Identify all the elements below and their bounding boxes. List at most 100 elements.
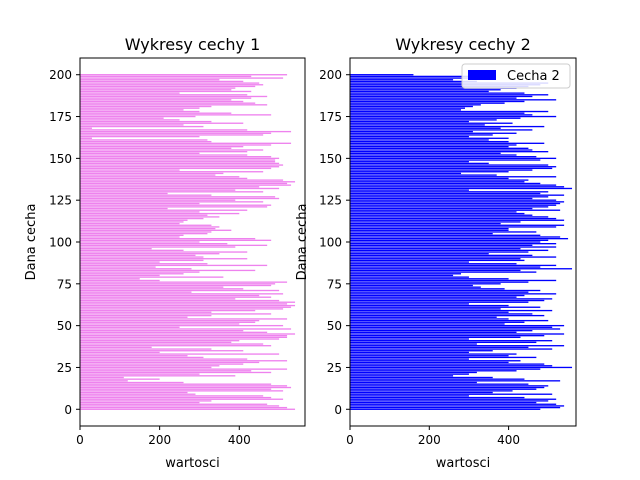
bar [350,368,541,370]
bar [350,107,465,109]
bar [80,129,248,131]
bar [350,184,557,186]
bar [80,386,292,389]
x-tick-label: 0 [76,433,84,447]
bar [80,204,272,206]
bar [80,396,272,399]
bar [350,249,549,252]
bar [80,348,212,350]
bar [350,179,529,181]
bar [350,386,545,389]
bar [80,154,248,156]
bar [80,304,296,307]
bar [80,164,284,166]
bar [350,222,501,225]
bar [80,350,244,352]
bar [80,276,224,278]
bar [350,361,509,364]
bar [80,199,236,201]
x-tick-label: 400 [497,433,520,447]
bar [80,323,240,325]
bar [350,261,469,263]
bar [350,276,469,278]
y-tick-label: 125 [319,194,342,208]
bar [350,269,521,272]
bar [80,159,276,161]
bar [80,122,244,124]
y-tick-label: 50 [327,319,342,333]
bar [80,258,248,260]
bar [350,119,497,121]
bar [350,110,549,113]
bar [80,229,232,231]
bar [80,135,200,138]
bar [80,335,288,337]
y-tick-label: 100 [319,236,342,250]
bar [80,408,296,410]
bar [350,139,489,141]
bar [80,221,184,223]
bar [350,157,557,160]
bar [350,254,533,257]
bar [350,328,561,330]
bar [350,189,469,191]
bar [350,375,454,377]
bar [350,172,462,175]
bar [350,112,525,114]
bar [80,80,244,83]
bar [350,169,533,171]
bar-series-cechy-1 [80,74,296,410]
bar [350,294,525,297]
bar [350,303,469,305]
bar [80,319,260,322]
bar [80,74,288,76]
bar [80,376,124,379]
bar [80,391,188,394]
bar [350,343,477,345]
bar [350,348,553,350]
bar [350,216,549,218]
bar [80,224,212,226]
bar [350,125,545,128]
y-axis-label-2: Dana cecha [295,204,310,281]
bar [350,135,469,138]
bar [80,85,256,88]
bar [80,269,256,272]
x-tick-label: 400 [228,433,251,447]
bar [80,137,92,139]
bar [350,87,517,89]
bar [80,329,244,332]
x-axis-label-1: wartosci [165,456,220,471]
bar [80,144,272,146]
y-tick-label: 50 [57,319,72,333]
bar [350,171,509,173]
bar [80,243,228,245]
bar [350,224,565,226]
bar [350,243,557,245]
bar [350,124,485,126]
bar [80,95,268,98]
bar [80,211,200,213]
plot-frame-1 [79,57,306,427]
bar [80,266,156,268]
bar [80,236,180,238]
bar [80,82,260,84]
bar [350,396,525,399]
bar [80,99,232,101]
bar [350,209,561,211]
bar [80,314,212,317]
bar [350,346,529,349]
bar [80,273,184,275]
bar [350,104,481,106]
bar [80,361,260,364]
bar [80,120,212,123]
bar [350,273,462,275]
bar [350,393,553,395]
bar [350,221,521,223]
bar [80,231,212,233]
bar [80,234,184,236]
bar [350,335,545,337]
bar [80,383,272,385]
bar [350,130,473,133]
bar [350,117,521,119]
